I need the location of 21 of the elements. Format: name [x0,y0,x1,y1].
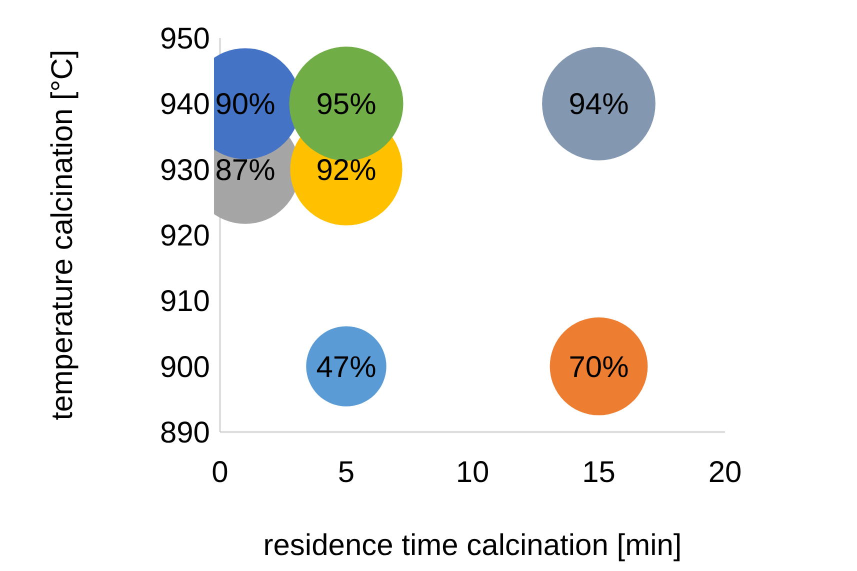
annotation: 70% [568,350,629,384]
y-tick-label: 890 [160,416,210,450]
annotation: 92% [316,154,376,187]
y-tick-label: 930 [160,154,210,187]
y-tick-label: 940 [160,88,210,122]
annotation: 47% [316,350,376,384]
y-tick-label: 920 [160,220,210,252]
y-tick-label: 910 [160,285,210,318]
x-tick-label: 10 [456,456,490,489]
y-tick-label: 950 [160,22,210,56]
y-axis-title: temperature calcination [°C] [46,50,79,420]
x-axis-title: residence time calcination [min] [263,529,682,562]
annotation: 87% [215,154,276,187]
y-tick-label: 900 [160,350,210,384]
annotation: 94% [568,88,629,122]
annotation: 95% [316,88,376,122]
x-tick-label: 15 [582,456,616,489]
x-tick-label: 5 [338,456,355,489]
x-tick-label: 20 [708,456,742,489]
annotation: 90% [215,88,276,122]
x-tick-label: 0 [212,456,228,489]
